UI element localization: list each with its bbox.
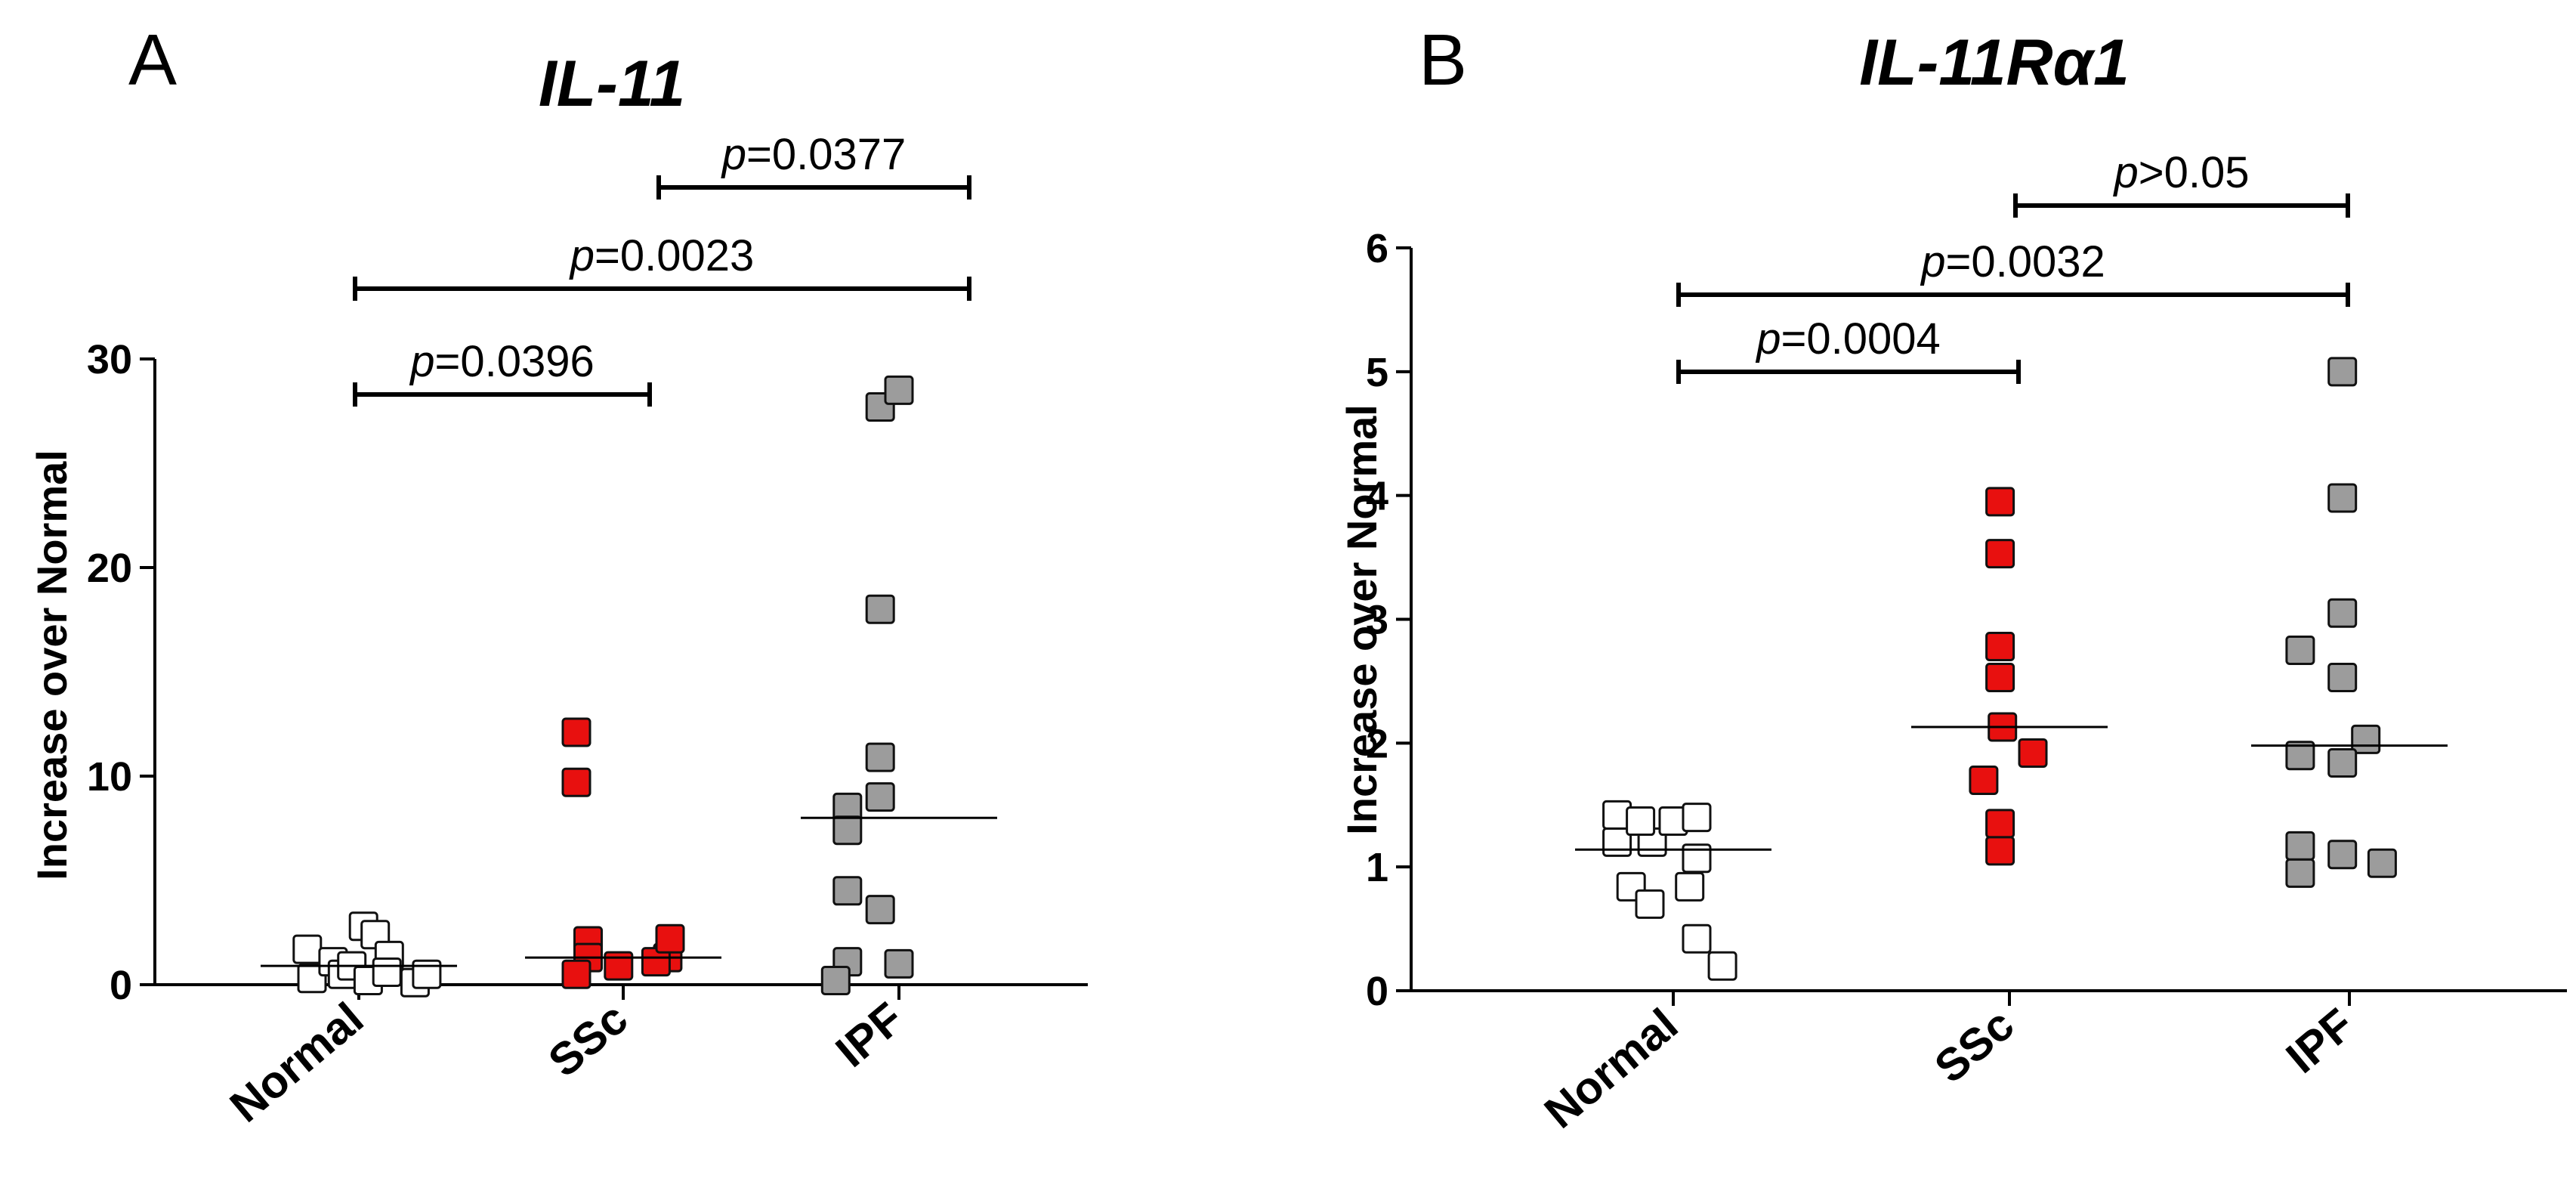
data-point-ssc xyxy=(655,923,685,954)
y-tick-label: 0 xyxy=(110,963,132,1008)
p-value-label: p=0.0023 xyxy=(569,231,755,280)
data-point-ipf xyxy=(2327,748,2358,778)
data-point-ipf xyxy=(865,782,895,812)
y-tick-label: 3 xyxy=(1366,598,1388,643)
y-tick-label: 20 xyxy=(87,546,132,591)
y-tick-label: 0 xyxy=(1366,969,1388,1014)
data-point-ssc xyxy=(561,767,591,797)
data-point-normal xyxy=(1707,951,1737,981)
data-point-ssc xyxy=(1985,836,2015,866)
data-point-ipf xyxy=(2285,858,2315,888)
data-point-ipf xyxy=(832,876,863,906)
data-point-normal xyxy=(1675,871,1705,902)
panel-a-title: IL-11 xyxy=(539,48,685,120)
panel-b-title: IL-11Rα1 xyxy=(1859,26,2130,99)
data-point-ssc xyxy=(2018,738,2048,768)
data-point-ssc xyxy=(1985,809,2015,839)
x-tick-label: IPF xyxy=(2277,999,2364,1083)
data-point-normal xyxy=(292,934,323,964)
data-point-ssc xyxy=(604,951,634,981)
data-point-ipf xyxy=(832,815,863,846)
p-value-label: p=0.0377 xyxy=(721,130,907,179)
y-tick-label: 10 xyxy=(87,754,132,800)
data-point-ipf xyxy=(865,742,895,772)
panel-a-letter: A xyxy=(128,20,177,101)
data-point-ipf xyxy=(2327,598,2358,628)
data-point-normal xyxy=(1635,889,1665,919)
data-point-ipf xyxy=(2327,840,2358,870)
panel-a-y-axis-label: Increase over Normal xyxy=(28,450,76,880)
data-point-ssc xyxy=(1985,487,2015,517)
data-point-ipf xyxy=(865,895,895,925)
data-point-normal xyxy=(412,959,442,989)
p-value-label: p=0.0396 xyxy=(409,337,595,386)
panel-b: B IL-11Rα1 Increase over Normal 0 1 2 3 4 5 6 N… xyxy=(1338,20,2567,1138)
data-point-ipf xyxy=(2327,663,2358,693)
data-point-ipf xyxy=(2367,848,2397,878)
y-tick-label: 1 xyxy=(1366,845,1388,890)
data-point-ssc xyxy=(1985,632,2015,662)
data-point-ipf xyxy=(2285,741,2315,771)
data-point-normal xyxy=(1682,803,1712,833)
data-point-ipf xyxy=(2327,357,2358,387)
data-point-ssc xyxy=(561,959,591,989)
data-point-normal xyxy=(1682,843,1712,874)
data-point-ipf xyxy=(2327,483,2358,513)
y-tick-label: 30 xyxy=(87,337,132,382)
y-tick-label: 4 xyxy=(1366,474,1388,519)
data-point-ssc xyxy=(561,717,591,747)
x-tick-label: Normal xyxy=(221,993,372,1132)
x-tick-label: SSc xyxy=(539,993,637,1087)
y-tick-label: 5 xyxy=(1366,350,1388,395)
data-point-ipf xyxy=(2285,831,2315,861)
p-value-label: p=0.0032 xyxy=(1920,237,2105,286)
data-point-ssc xyxy=(1985,663,2015,693)
x-tick-label: SSc xyxy=(1925,999,2023,1093)
data-point-normal xyxy=(1682,923,1712,954)
panel-b-y-axis-label: Increase over Normal xyxy=(1338,404,1385,835)
panel-a: A IL-11 Increase over Normal 0 10 20 30 Norm… xyxy=(28,20,1088,1132)
x-tick-label: Normal xyxy=(1535,999,1687,1138)
p-value-label: p=0.0004 xyxy=(1755,314,1941,363)
data-point-ssc xyxy=(1985,539,2015,569)
data-point-ssc xyxy=(1969,765,1999,795)
data-point-normal xyxy=(372,957,402,987)
panel-b-letter: B xyxy=(1419,20,1467,101)
y-tick-label: 6 xyxy=(1366,226,1388,271)
data-point-normal xyxy=(1626,806,1656,837)
data-point-ipf xyxy=(820,965,851,995)
p-value-label: p>0.05 xyxy=(2112,148,2249,197)
data-point-ipf xyxy=(884,375,914,405)
data-point-ipf xyxy=(2351,724,2381,754)
data-point-ipf xyxy=(884,948,914,979)
data-point-ipf xyxy=(865,594,895,624)
data-point-ipf xyxy=(2285,635,2315,665)
y-tick-label: 2 xyxy=(1366,721,1388,766)
x-tick-label: IPF xyxy=(826,993,913,1077)
